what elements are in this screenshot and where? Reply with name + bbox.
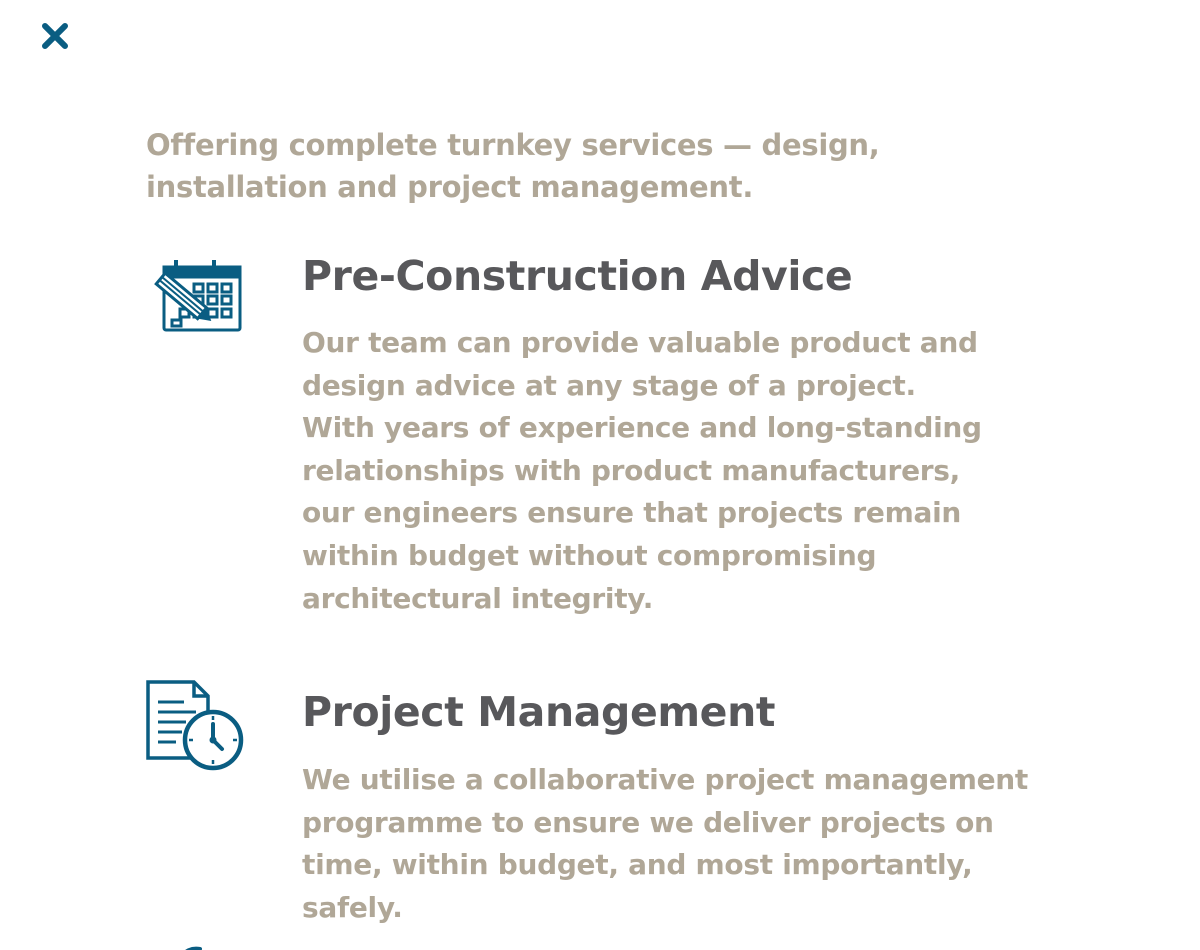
- service-description: We utilise a collaborative project manag…: [302, 763, 1028, 924]
- intro-text: Offering complete turnkey services — des…: [146, 128, 880, 204]
- calendar-edit-icon: [150, 258, 244, 338]
- service-title: Project Management: [302, 688, 776, 736]
- service-title: Pre-Construction Advice: [302, 252, 853, 300]
- service-description: Our team can provide valuable product an…: [302, 326, 982, 615]
- close-button[interactable]: [40, 22, 70, 50]
- next-service-icon: [180, 940, 210, 950]
- document-clock-icon: [146, 680, 246, 776]
- close-icon: [42, 23, 68, 49]
